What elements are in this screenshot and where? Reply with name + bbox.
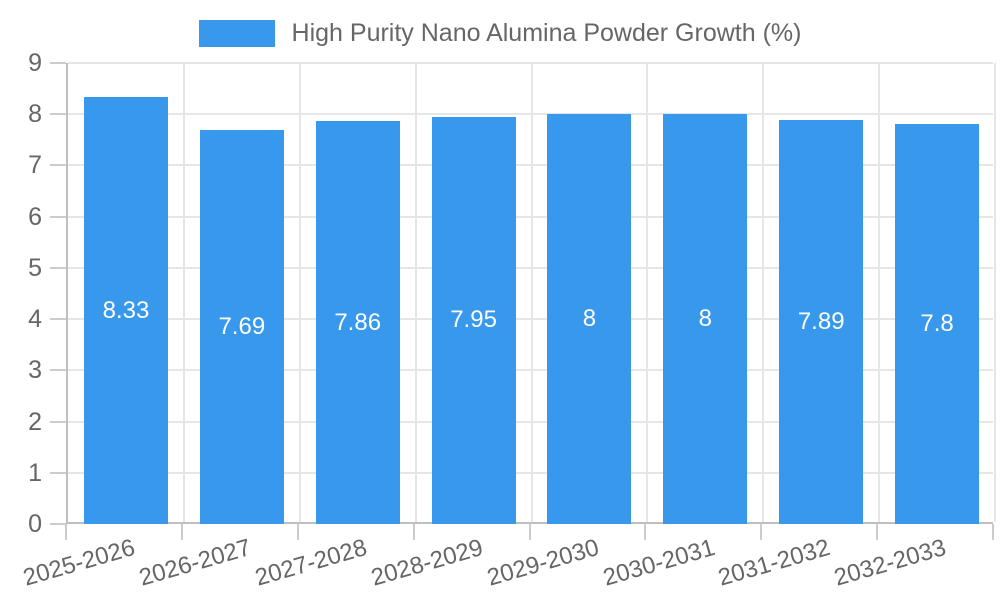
bar-value-label-2027-2028: 7.86 <box>334 308 382 336</box>
gridline-x-2 <box>298 63 301 522</box>
x-tick-label-2025-2026: 2025-2026 <box>20 534 139 592</box>
bar-2029-2030[interactable] <box>547 114 632 524</box>
x-tick-label-2032-2033: 2032-2033 <box>831 534 950 592</box>
y-tick-label-6: 6 <box>28 202 42 231</box>
y-tick-mark-3 <box>50 369 66 372</box>
gridline-x-3 <box>414 63 417 522</box>
x-tick-mark-2 <box>296 524 299 540</box>
y-tick-label-2: 2 <box>28 407 42 436</box>
gridline-x-1 <box>182 63 185 522</box>
x-tick-label-2030-2031: 2030-2031 <box>599 534 718 592</box>
legend-label: High Purity Nano Alumina Powder Growth (… <box>291 19 802 47</box>
y-tick-mark-9 <box>50 62 66 64</box>
y-tick-mark-6 <box>50 215 66 218</box>
bar-value-label-2030-2031: 8 <box>698 305 712 333</box>
y-tick-label-1: 1 <box>28 458 42 487</box>
y-tick-mark-7 <box>50 164 66 167</box>
x-tick-mark-5 <box>644 524 647 540</box>
y-tick-label-3: 3 <box>28 356 42 385</box>
x-tick-label-2026-2027: 2026-2027 <box>136 534 254 592</box>
y-tick-label-4: 4 <box>28 305 42 334</box>
gridline-x-5 <box>646 63 649 522</box>
x-tick-label-2027-2028: 2027-2028 <box>252 534 370 592</box>
bar-2031-2032[interactable] <box>779 119 864 524</box>
bar-2025-2026[interactable] <box>83 97 168 524</box>
bar-value-label-2025-2026: 8.33 <box>102 296 150 324</box>
y-tick-mark-8 <box>50 113 66 116</box>
y-tick-mark-4 <box>50 318 66 321</box>
bar-value-label-2029-2030: 8 <box>582 305 597 333</box>
y-tick-mark-1 <box>50 471 66 474</box>
x-tick-mark-3 <box>412 524 415 540</box>
gridline-x-8 <box>994 63 996 522</box>
chart-legend[interactable]: High Purity Nano Alumina Powder Growth (… <box>0 19 1000 48</box>
legend-swatch <box>198 20 275 47</box>
y-tick-label-9: 9 <box>28 49 42 77</box>
bar-value-label-2031-2032: 7.89 <box>797 307 845 335</box>
y-tick-label-0: 0 <box>28 510 42 538</box>
x-tick-label-2031-2032: 2031-2032 <box>715 534 834 592</box>
bar-value-label-2028-2029: 7.95 <box>450 306 497 334</box>
x-tick-label-2029-2030: 2029-2030 <box>483 534 602 592</box>
y-tick-label-8: 8 <box>28 100 42 129</box>
bar-value-label-2026-2027: 7.69 <box>218 313 266 341</box>
bar-2027-2028[interactable] <box>315 121 400 524</box>
y-tick-label-5: 5 <box>28 253 42 282</box>
x-tick-mark-6 <box>760 524 763 540</box>
gridline-x-7 <box>878 63 881 522</box>
gridline-x-6 <box>762 63 765 522</box>
x-tick-mark-0 <box>65 524 67 540</box>
plot-area: 8.33 7.69 7.86 7.95 8 8 7.89 7.8 <box>66 62 996 524</box>
y-tick-label-7: 7 <box>28 151 42 180</box>
y-tick-mark-0 <box>50 523 66 525</box>
x-tick-mark-4 <box>528 524 531 540</box>
y-tick-mark-2 <box>50 420 66 423</box>
y-tick-mark-5 <box>50 266 66 269</box>
gridline-x-4 <box>530 63 533 522</box>
x-tick-mark-1 <box>180 524 183 540</box>
bar-2028-2029[interactable] <box>431 116 516 524</box>
bar-2032-2033[interactable] <box>895 124 980 524</box>
bar-2026-2027[interactable] <box>199 130 284 524</box>
x-tick-label-2028-2029: 2028-2029 <box>367 534 486 592</box>
x-tick-mark-7 <box>876 524 879 540</box>
x-tick-mark-8 <box>992 524 994 540</box>
bar-value-label-2032-2033: 7.8 <box>920 310 954 338</box>
bar-2030-2031[interactable] <box>663 114 748 524</box>
